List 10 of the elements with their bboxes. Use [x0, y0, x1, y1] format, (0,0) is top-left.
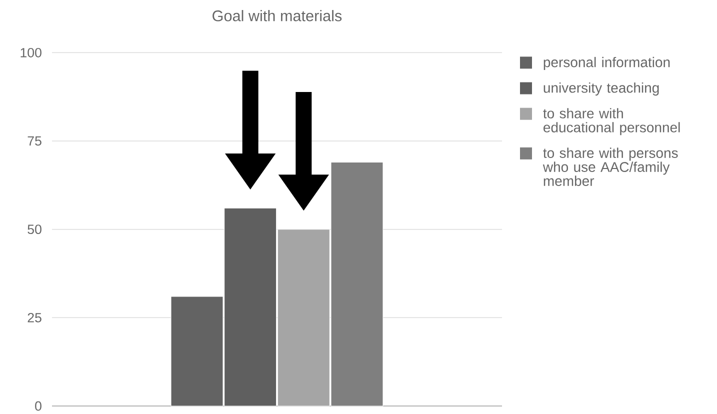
- legend-label: personal information: [544, 56, 670, 70]
- y-tick-label: 25: [28, 312, 42, 322]
- y-tick-label: 75: [28, 136, 42, 146]
- legend-label: to share with educational personnel: [543, 108, 680, 136]
- chart-title: Goal with materials: [212, 10, 342, 22]
- y-tick-label: 0: [35, 401, 42, 411]
- legend-label: to share with persons who use AAC/family member: [542, 148, 678, 186]
- y-tick-label: 100: [20, 48, 42, 58]
- legend-label: university teaching: [544, 82, 659, 96]
- y-tick-label: 50: [28, 224, 42, 234]
